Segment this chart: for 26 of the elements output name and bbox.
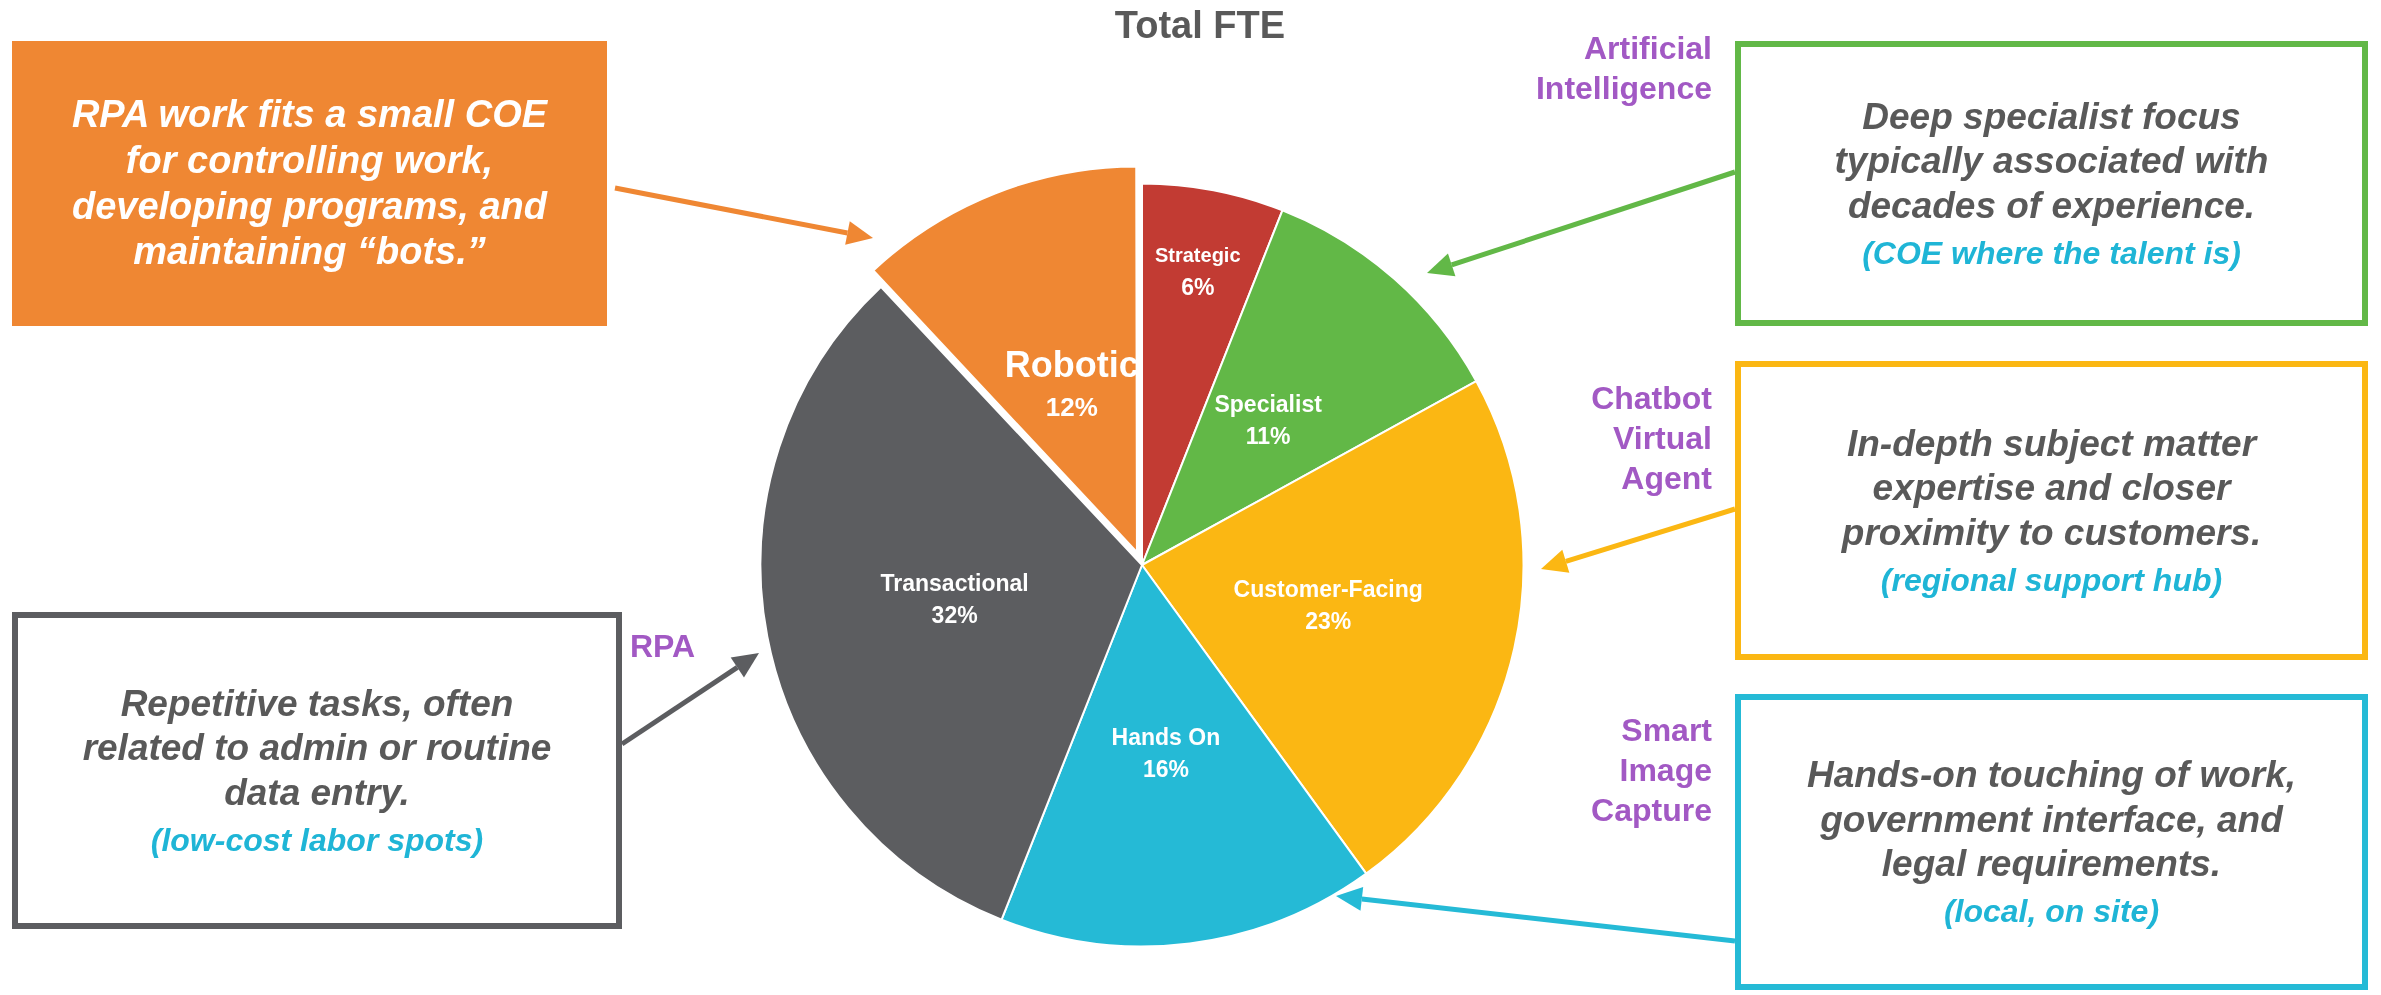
slice-label: Transactional <box>880 570 1029 597</box>
text: (low-cost labor spots) <box>150 820 484 860</box>
text: Repetitive tasks, often related to admin or routine data entry. <box>81 681 553 815</box>
text: Deep specialist focus typically associated with decades of experience. <box>1833 94 2270 228</box>
text: Artificial Intelligence <box>1535 29 1712 108</box>
data-label: 6% <box>1181 274 1215 301</box>
text: Chatbot Virtual Agent <box>1591 379 1712 498</box>
slice-label: Robotic <box>1004 343 1139 385</box>
slice-label: Hands On <box>1111 723 1221 750</box>
text: Hands-on touching of work, government interface, and legal requirements. <box>1805 753 2298 886</box>
text: (COE where the talent is) <box>1862 233 2241 273</box>
text: In-depth subject matter expertise and closer proximity to customers. <box>1840 421 2263 555</box>
data-label: 12% <box>1045 391 1098 422</box>
slice-label: Customer-Facing <box>1233 575 1423 602</box>
slice-label: Strategic <box>1154 244 1241 267</box>
text: (local, on site) <box>1943 892 2160 931</box>
data-label: 32% <box>931 602 978 629</box>
text: (regional support hub) <box>1880 560 2223 600</box>
text: RPA work fits a small COE for controlling work, developing programs, and maintaining “bots.” <box>70 92 549 275</box>
data-label: 11% <box>1245 423 1291 450</box>
data-label: 23% <box>1305 607 1352 634</box>
text: Smart Image Capture <box>1591 711 1712 830</box>
text: RPA <box>630 627 696 666</box>
chart-title: Total FTE <box>1113 4 1287 47</box>
slice-label: Specialist <box>1214 391 1323 418</box>
data-label: 16% <box>1142 755 1189 782</box>
